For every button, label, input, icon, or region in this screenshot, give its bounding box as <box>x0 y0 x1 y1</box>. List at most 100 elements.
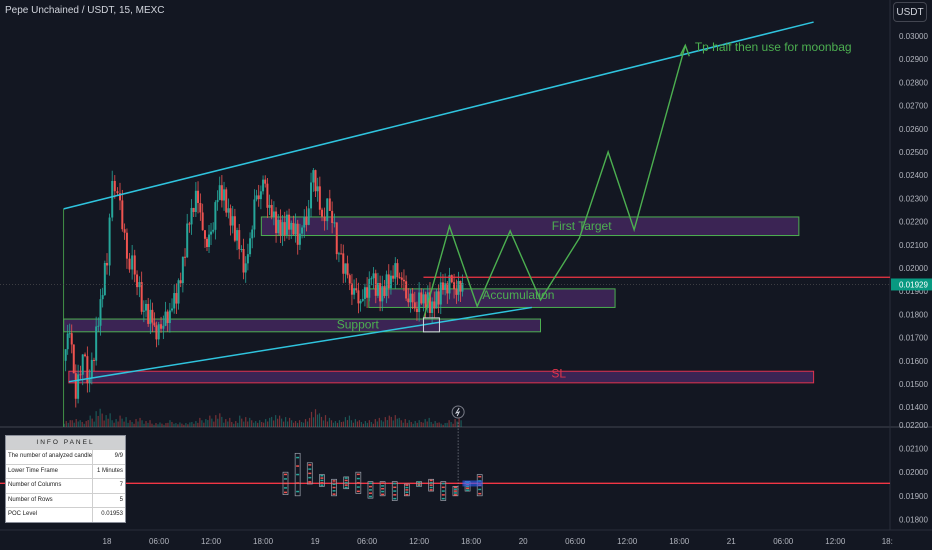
candle-body <box>381 286 384 302</box>
x-tick-label: 18:00 <box>669 537 690 546</box>
candle-body <box>298 233 301 245</box>
volume-bar <box>203 422 205 427</box>
volume-bar <box>225 419 227 427</box>
currency-button[interactable]: USDT <box>893 2 927 22</box>
volume-bar <box>127 422 129 427</box>
candle-body <box>448 275 451 294</box>
volume-bar <box>171 421 173 427</box>
candle-body <box>387 274 390 289</box>
marker-box <box>422 317 440 333</box>
volume-bar <box>137 421 139 427</box>
candle-body <box>376 283 379 296</box>
x-tick-label: 12:00 <box>617 537 638 546</box>
volume-bar <box>197 422 199 427</box>
annotation-label: Accumulation <box>482 288 554 302</box>
candle-body <box>279 219 282 236</box>
volume-bar <box>320 416 323 427</box>
candle-body <box>307 208 310 225</box>
candle-body <box>459 280 462 292</box>
volume-bar <box>368 420 370 427</box>
candle-body <box>321 209 324 217</box>
candle-body <box>88 377 91 384</box>
volume-bar <box>290 420 293 427</box>
volume-bar <box>326 421 329 427</box>
volume-bar <box>300 421 303 427</box>
volume-bar <box>318 413 321 427</box>
volume-bar <box>308 417 311 427</box>
candle-body <box>379 283 382 302</box>
candle-body <box>398 277 401 279</box>
volume-bar <box>434 421 436 427</box>
candle-body <box>431 301 434 313</box>
candle-body <box>212 229 215 232</box>
candle-body <box>333 222 336 224</box>
volume-bar <box>281 418 283 427</box>
volume-bar <box>416 422 418 427</box>
volume-bar <box>275 415 277 427</box>
y-tick-label: 0.02600 <box>899 125 928 134</box>
volume-bar <box>386 420 388 427</box>
candle-body <box>233 216 236 241</box>
candle-body <box>340 253 343 255</box>
candle-body <box>236 230 239 241</box>
volume-bar <box>334 421 337 427</box>
candle-body <box>396 263 399 278</box>
volume-bar <box>394 415 396 427</box>
volume-bar <box>229 417 231 427</box>
volume-bar <box>444 423 446 427</box>
profile-box <box>367 481 374 499</box>
candle-body <box>272 211 275 217</box>
candle-body <box>214 202 217 230</box>
candle-body <box>305 216 308 225</box>
volume-bar <box>288 417 291 427</box>
candle-body <box>116 191 119 194</box>
candle-body <box>303 216 306 228</box>
volume-bar <box>179 422 181 427</box>
candle-body <box>84 354 87 357</box>
candle-body <box>140 282 143 312</box>
candle-body <box>166 311 169 324</box>
volume-bar <box>77 421 79 427</box>
volume-bar <box>263 422 265 427</box>
volume-bar <box>217 418 219 427</box>
x-tick-label: 18: <box>882 537 893 546</box>
volume-bar <box>167 422 169 427</box>
candle-body <box>450 275 453 283</box>
candle-body <box>323 216 326 222</box>
x-tick-label: 06:00 <box>357 537 378 546</box>
volume-bar <box>302 422 305 427</box>
volume-bar <box>155 423 157 427</box>
candle-body <box>359 300 362 304</box>
volume-bar <box>215 415 217 427</box>
candle-body <box>415 308 418 313</box>
candle-body <box>368 278 371 298</box>
volume-bar <box>348 415 351 427</box>
volume-bar <box>314 409 317 427</box>
volume-bar <box>452 423 454 427</box>
candle-body <box>328 198 331 211</box>
candle-body <box>201 212 204 231</box>
volume-bar <box>245 417 247 427</box>
volume-bar <box>454 419 456 427</box>
volume-bar <box>362 423 364 427</box>
y-tick-label: 0.01400 <box>899 403 928 412</box>
candle-body <box>337 253 340 255</box>
volume-bar <box>219 413 221 427</box>
volume-bar <box>195 421 197 427</box>
volume-bar <box>145 421 147 427</box>
volume-bar <box>346 420 349 427</box>
volume-bar <box>332 422 335 427</box>
volume-bar <box>165 423 167 427</box>
current-price-badge <box>891 278 932 291</box>
candle-body <box>314 170 317 192</box>
volume-bar <box>432 423 434 427</box>
volume-bar <box>143 423 145 427</box>
volume-bar <box>207 420 209 427</box>
support-zone <box>63 318 542 333</box>
candle-body <box>312 170 315 183</box>
candle-body <box>192 207 195 212</box>
volume-bar <box>81 421 83 427</box>
volume-bar <box>135 419 137 427</box>
candle-body <box>310 182 313 209</box>
